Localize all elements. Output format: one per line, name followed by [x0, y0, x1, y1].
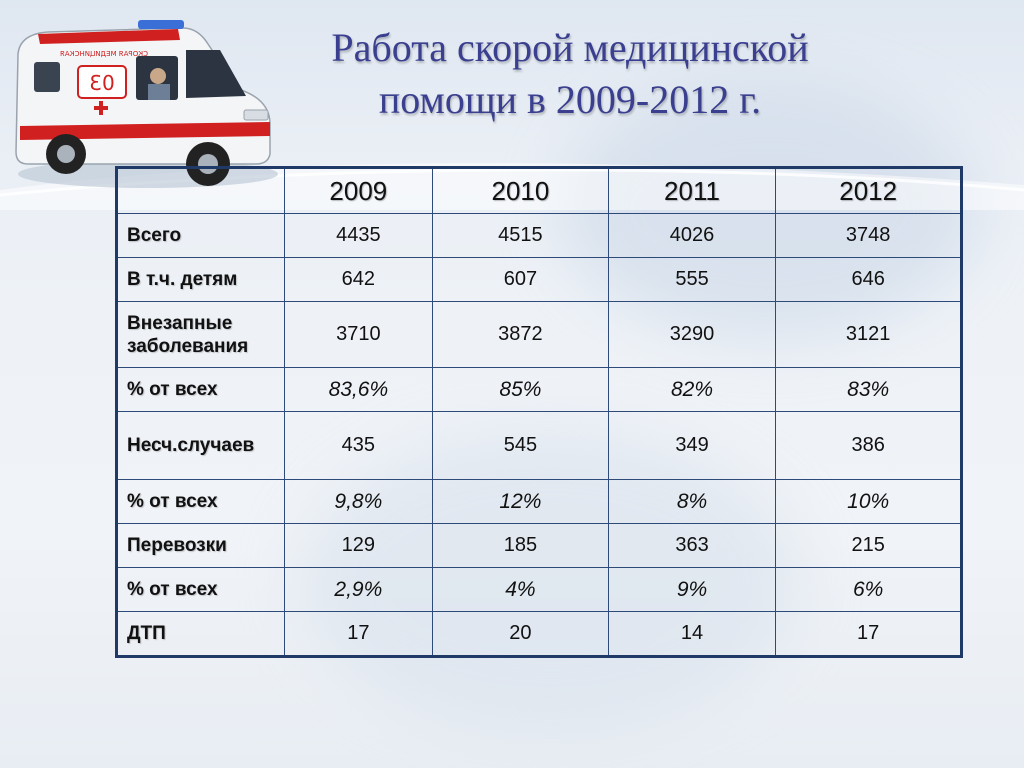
- table-cell: 555: [607, 257, 777, 302]
- table-cell: 349: [607, 411, 777, 480]
- header-year: 2011: [607, 167, 777, 214]
- table-cell: 435: [283, 411, 434, 480]
- table-cell: 646: [775, 257, 962, 302]
- table-cell-percent: 12%: [432, 479, 609, 524]
- table-row: Внезапные заболевания 3710 3872 3290 312…: [116, 301, 962, 368]
- statistics-table: 2009 2010 2011 2012 Всего 4435 4515 4026…: [115, 166, 963, 658]
- row-label: % от всех: [116, 479, 285, 524]
- header-empty: [116, 167, 285, 214]
- title-line-1: Работа скорой медицинской: [331, 25, 809, 70]
- table-cell: 129: [283, 523, 434, 568]
- table-cell: 3872: [432, 301, 609, 368]
- table-row: В т.ч. детям 642 607 555 646: [116, 257, 962, 302]
- ambulance-number: 03: [89, 71, 114, 95]
- table-cell-percent: 2,9%: [283, 567, 434, 612]
- table-row: % от всех 9,8% 12% 8% 10%: [116, 479, 962, 524]
- table-cell: 215: [775, 523, 962, 568]
- table-cell: 4026: [607, 213, 777, 258]
- row-label: Всего: [116, 213, 285, 258]
- table-cell: 3121: [775, 301, 962, 368]
- page-title: Работа скорой медицинской помощи в 2009-…: [270, 22, 870, 126]
- table-cell-percent: 9,8%: [283, 479, 434, 524]
- row-label: ДТП: [116, 611, 285, 657]
- table-cell-percent: 83%: [775, 367, 962, 412]
- table-cell-percent: 9%: [607, 567, 777, 612]
- table-cell-percent: 6%: [775, 567, 962, 612]
- row-label: % от всех: [116, 567, 285, 612]
- table-row: % от всех 2,9% 4% 9% 6%: [116, 567, 962, 612]
- table-cell: 17: [283, 611, 434, 657]
- header-year: 2012: [775, 167, 962, 214]
- row-label: Перевозки: [116, 523, 285, 568]
- table-row: ДТП 17 20 14 17: [116, 611, 962, 657]
- table-row: Несч.случаев 435 545 349 386: [116, 411, 962, 480]
- title-line-2: помощи в 2009-2012 г.: [378, 77, 762, 122]
- row-label: % от всех: [116, 367, 285, 412]
- table-row: Перевозки 129 185 363 215: [116, 523, 962, 568]
- table-cell: 3290: [607, 301, 777, 368]
- table-cell: 363: [607, 523, 777, 568]
- row-label: Внезапные заболевания: [116, 301, 285, 368]
- table-cell: 4435: [283, 213, 434, 258]
- table-cell: 607: [432, 257, 609, 302]
- table-cell-percent: 83,6%: [283, 367, 434, 412]
- table-cell-percent: 8%: [607, 479, 777, 524]
- table-cell: 386: [775, 411, 962, 480]
- table-cell: 14: [607, 611, 777, 657]
- row-label: Несч.случаев: [116, 411, 285, 480]
- table-row: Всего 4435 4515 4026 3748: [116, 213, 962, 258]
- table-cell: 17: [775, 611, 962, 657]
- table-cell: 4515: [432, 213, 609, 258]
- table-cell: 20: [432, 611, 609, 657]
- table-cell-percent: 85%: [432, 367, 609, 412]
- table-cell: 545: [432, 411, 609, 480]
- table-cell-percent: 10%: [775, 479, 962, 524]
- header-year: 2010: [432, 167, 609, 214]
- ambulance-side-text: СКОРАЯ МЕДИЦИНСКАЯ: [60, 50, 148, 58]
- header-year: 2009: [283, 167, 434, 214]
- table-cell-percent: 82%: [607, 367, 777, 412]
- table-row: % от всех 83,6% 85% 82% 83%: [116, 367, 962, 412]
- table-cell: 3710: [283, 301, 434, 368]
- table-cell: 3748: [775, 213, 962, 258]
- table-header-row: 2009 2010 2011 2012: [116, 167, 962, 214]
- row-label: В т.ч. детям: [116, 257, 285, 302]
- table-cell: 642: [283, 257, 434, 302]
- table-cell: 185: [432, 523, 609, 568]
- table-cell-percent: 4%: [432, 567, 609, 612]
